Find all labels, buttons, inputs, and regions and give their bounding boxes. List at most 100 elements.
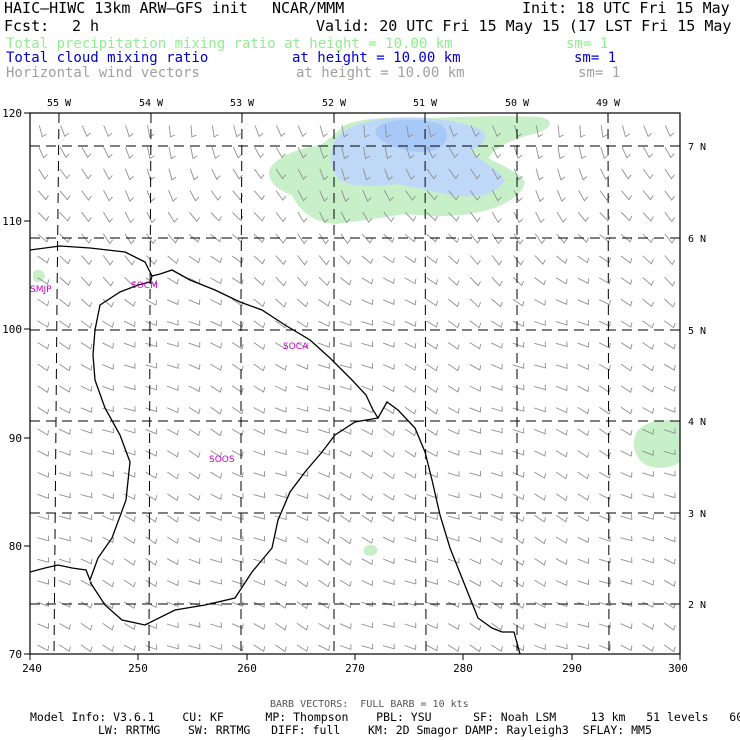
wind-barb (318, 472, 330, 478)
wind-barb (512, 276, 525, 287)
wind-barb (470, 190, 481, 201)
wind-barb (275, 255, 287, 266)
wind-barb (577, 364, 590, 370)
wind-barb (81, 255, 92, 266)
wind-barb (253, 277, 266, 286)
wind-barb (231, 385, 244, 394)
wind-barb (102, 320, 115, 328)
wind-barb (145, 341, 158, 348)
wind-barb (37, 385, 50, 394)
field-cloud-sm: sm= 1 (574, 50, 617, 66)
wind-barb (469, 276, 481, 287)
wind-barb (210, 536, 222, 542)
wind-barb (145, 384, 158, 391)
wind-barb (123, 579, 136, 588)
wind-barb (512, 644, 525, 652)
wind-barb (233, 125, 242, 138)
wind-barb (383, 407, 395, 415)
x-tick-label: 290 (562, 662, 582, 675)
wind-barb (599, 406, 611, 415)
wind-barb (664, 211, 675, 223)
wind-barb (81, 190, 92, 201)
wind-barb (663, 363, 676, 371)
wind-barb (253, 212, 265, 222)
wind-barb (80, 428, 93, 434)
wind-barb (426, 212, 438, 222)
wind-barb (123, 427, 136, 434)
cloud-area (330, 117, 505, 197)
wind-barb (146, 146, 155, 160)
wind-barb (81, 125, 91, 137)
wind-barb (253, 471, 266, 477)
wind-barb (447, 320, 460, 329)
wind-barb (534, 579, 547, 587)
wind-barb (253, 363, 266, 372)
wind-barb (81, 233, 92, 244)
wind-barb (620, 472, 633, 478)
wind-barb (166, 643, 179, 650)
wind-barb (210, 255, 223, 264)
wind-barb (361, 255, 374, 265)
wind-barb (383, 428, 395, 437)
wind-barb (491, 622, 503, 631)
wind-barb (38, 125, 47, 138)
wind-barb (37, 363, 50, 372)
wind-barb (534, 384, 546, 391)
wind-barb (123, 493, 136, 500)
wind-barb (382, 277, 395, 285)
wind-barb (577, 407, 590, 415)
wind-barb (534, 362, 546, 369)
wind-barbs (37, 125, 676, 653)
wind-barb (37, 579, 50, 585)
wind-barb (275, 212, 287, 223)
wind-barb (274, 363, 287, 371)
wind-barb (318, 536, 331, 545)
wind-barb (123, 558, 136, 566)
lat-label: 4 N (688, 417, 706, 428)
wind-barb (555, 580, 568, 586)
wind-barb (664, 168, 675, 180)
wind-barb (102, 406, 114, 413)
wind-barb (492, 125, 502, 138)
wind-barb (103, 168, 113, 180)
wind-barb (622, 125, 630, 138)
wind-barb (469, 363, 482, 371)
wind-barb (663, 514, 676, 521)
wind-barb (59, 168, 71, 180)
wind-barb (361, 319, 374, 326)
wind-barb (296, 320, 309, 328)
wind-barb (469, 407, 482, 413)
wind-barb (470, 147, 481, 159)
wind-barb (598, 557, 611, 564)
wind-barb (577, 385, 590, 393)
wind-barb (145, 644, 158, 651)
wind-barb (361, 643, 374, 650)
wind-barb (80, 514, 93, 521)
wind-barb (361, 622, 374, 629)
wind-barb (404, 644, 417, 651)
wind-barb (80, 644, 93, 653)
wind-barb (555, 493, 568, 502)
wind-barb (188, 622, 201, 628)
wind-barb (513, 190, 523, 202)
wind-barb (577, 471, 590, 480)
wind-barb (166, 407, 179, 414)
wind-barb (599, 320, 611, 327)
wind-barb (145, 255, 157, 265)
wind-barb (80, 385, 93, 392)
wind-barb (577, 643, 590, 650)
wind-barb (339, 579, 352, 587)
wind-barb (58, 514, 71, 520)
wind-barb (231, 320, 244, 328)
wind-barb (102, 342, 114, 349)
wind-barb (361, 341, 374, 348)
wind-barb (447, 385, 460, 393)
wind-barb (512, 623, 525, 631)
wind-barb (426, 601, 438, 607)
wind-barb (426, 579, 438, 585)
wind-barb (339, 471, 352, 479)
wind-barb (382, 622, 395, 628)
wind-barb (275, 276, 287, 287)
wind-barb (448, 146, 459, 159)
wind-barb (382, 643, 395, 650)
